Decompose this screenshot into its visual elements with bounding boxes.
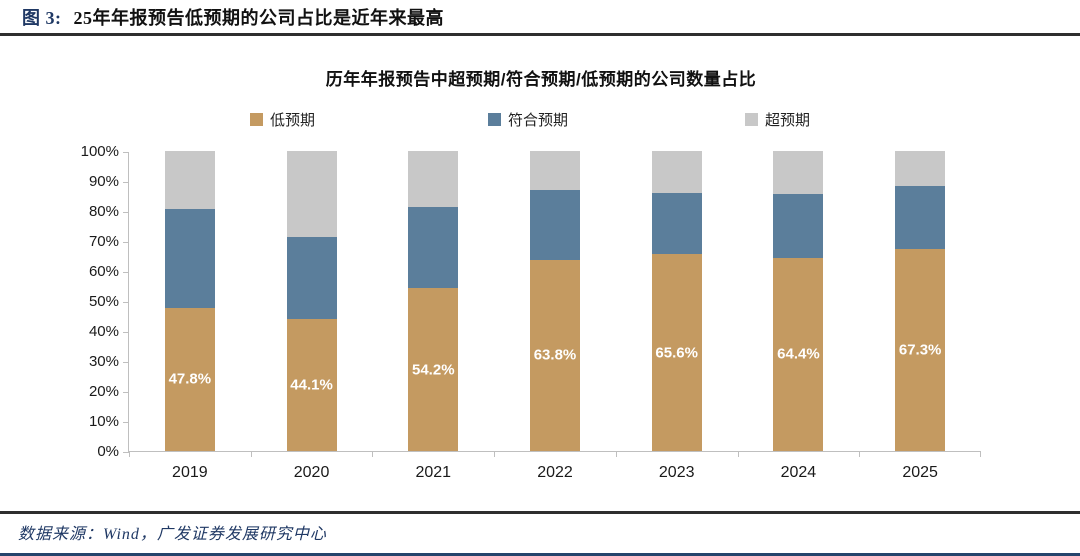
bar-2022-value-label: 63.8% — [533, 346, 577, 364]
bar-2024-segment-low: 64.4% — [773, 257, 824, 451]
page-bottom-line — [0, 553, 1080, 556]
y-axis-tick — [123, 182, 129, 183]
bar-2019-segment-low: 47.8% — [164, 307, 215, 451]
x-axis-tick — [859, 451, 861, 457]
bar-2020-value-label: 44.1% — [290, 376, 333, 394]
figure-title: 25年年报预告低预期的公司占比是近年来最高 — [73, 7, 444, 28]
y-axis-label-100%: 100% — [80, 143, 119, 160]
y-axis-tick — [123, 422, 129, 423]
chart-title: 历年年报预告中超预期/符合预期/低预期的公司数量占比 — [325, 70, 757, 89]
bar-2023-value-label: 65.6% — [655, 344, 698, 362]
bar-2021-segment-low: 54.2% — [408, 288, 459, 451]
bar-2025-segment-meet — [895, 186, 946, 250]
bar-2020-segment-low: 44.1% — [286, 318, 337, 451]
bar-2020-segment-meet — [286, 236, 337, 319]
y-axis-label-20%: 20% — [88, 383, 119, 400]
y-axis-label-50%: 50% — [88, 293, 119, 310]
y-axis-tick — [123, 452, 129, 453]
bar-2024-segment-meet — [773, 193, 824, 258]
bar-2023-segment-beat — [651, 151, 702, 193]
x-axis-tick — [737, 451, 739, 457]
bar-2022-segment-meet — [530, 190, 580, 260]
y-axis-tick — [123, 242, 129, 243]
y-axis-tick — [123, 302, 129, 303]
y-axis-label-60%: 60% — [88, 263, 119, 280]
y-axis-label-40%: 40% — [88, 323, 119, 340]
bar-2021-segment-meet — [408, 206, 459, 289]
x-axis-label-2025: 2025 — [902, 464, 938, 481]
y-axis-tick — [123, 272, 129, 273]
legend-label-meet: 符合预期 — [508, 111, 569, 129]
footer-divider-line — [0, 511, 1080, 514]
header-divider-line — [0, 33, 1080, 36]
bar-2025-segment-low: 67.3% — [895, 249, 946, 451]
bar-2024-segment-beat — [773, 151, 824, 194]
x-axis-tick — [615, 451, 617, 457]
x-axis-label-2021: 2021 — [415, 464, 452, 481]
y-axis-label-90%: 90% — [88, 173, 119, 190]
y-axis-tick — [123, 362, 129, 363]
legend-item-meet: 符合预期 — [488, 109, 568, 129]
legend-swatch-beat — [745, 112, 758, 126]
x-axis-tick — [129, 451, 130, 457]
legend-swatch-meet — [488, 112, 501, 126]
bar-2021-value-label: 54.2% — [412, 361, 455, 379]
bar-2019-value-label: 47.8% — [168, 370, 212, 388]
figure-number-label: 图 3: — [22, 7, 62, 28]
bar-2021-segment-beat — [408, 151, 459, 207]
y-axis-label-80%: 80% — [88, 203, 119, 220]
legend-item-low: 低预期 — [250, 109, 315, 129]
y-axis-label-0%: 0% — [97, 443, 119, 460]
x-axis-label-2022: 2022 — [537, 464, 573, 481]
x-axis-label-2023: 2023 — [658, 464, 695, 481]
x-axis-label-2020: 2020 — [293, 464, 330, 481]
y-axis-label-30%: 30% — [88, 353, 119, 370]
x-axis-tick — [250, 451, 252, 457]
y-axis-tick — [123, 152, 129, 153]
bar-2019-segment-meet — [164, 208, 215, 308]
plot-area: 0% 10% 20% 30% 40% 50% 60% 70% 80% 90% 100% 47.8% 20… — [81, 143, 981, 481]
y-axis-tick — [123, 212, 129, 213]
legend-item-beat: 超预期 — [745, 109, 810, 129]
bar-2024-value-label: 64.4% — [777, 345, 820, 363]
y-axis-tick — [123, 332, 129, 333]
legend-swatch-low — [250, 112, 263, 126]
bar-2023-segment-low: 65.6% — [651, 254, 702, 451]
bar-2022-segment-low: 63.8% — [530, 259, 580, 451]
x-axis-tick — [372, 451, 374, 457]
x-axis-label-2019: 2019 — [172, 464, 208, 481]
bar-2019-segment-beat — [164, 151, 215, 209]
legend-label-low: 低预期 — [270, 111, 316, 129]
x-axis-tick — [494, 451, 496, 457]
bar-2025-segment-beat — [895, 151, 946, 187]
y-axis-label-10%: 10% — [88, 413, 119, 430]
x-axis-tick — [980, 451, 981, 457]
legend-label-beat: 超预期 — [765, 111, 811, 129]
bar-2020-segment-beat — [286, 151, 337, 237]
figure-header: 图 3: 25年年报预告低预期的公司占比是近年来最高 — [0, 0, 1080, 33]
data-source-note: 数据来源：Wind，广发证券发展研究中心 — [18, 526, 327, 543]
x-axis-label-2024: 2024 — [780, 464, 817, 481]
y-axis-tick — [123, 392, 129, 393]
bar-2025-value-label: 67.3% — [898, 341, 942, 359]
chart-panel: 历年年报预告中超预期/符合预期/低预期的公司数量占比 低预期 符合预期 超预期 0%… — [65, 57, 1017, 500]
bar-2023-segment-meet — [651, 193, 702, 255]
y-axis-label-70%: 70% — [88, 233, 119, 250]
bar-2022-segment-beat — [530, 151, 580, 190]
